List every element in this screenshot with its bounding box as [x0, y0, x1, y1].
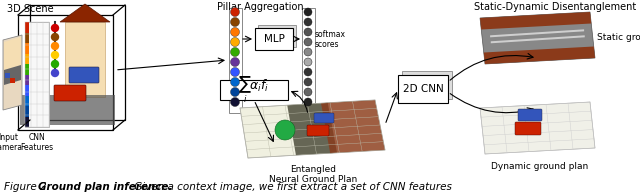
Circle shape: [304, 48, 312, 56]
Circle shape: [230, 17, 239, 27]
FancyBboxPatch shape: [25, 22, 29, 33]
Text: Entangled
Neural Ground Plan: Entangled Neural Ground Plan: [269, 165, 357, 184]
Circle shape: [230, 57, 239, 67]
Circle shape: [230, 48, 239, 56]
Polygon shape: [491, 35, 585, 43]
Text: CNN
Features: CNN Features: [20, 133, 54, 152]
Circle shape: [304, 58, 312, 66]
Text: Input
Camera: Input Camera: [0, 133, 23, 152]
Circle shape: [304, 88, 312, 96]
FancyBboxPatch shape: [518, 109, 542, 121]
FancyBboxPatch shape: [220, 80, 288, 100]
FancyBboxPatch shape: [25, 33, 29, 43]
Polygon shape: [287, 103, 337, 155]
FancyBboxPatch shape: [54, 85, 86, 101]
Circle shape: [51, 24, 58, 31]
Text: Static-Dynamic Disentanglement: Static-Dynamic Disentanglement: [474, 2, 636, 12]
Circle shape: [51, 61, 58, 68]
Circle shape: [230, 98, 239, 107]
Text: Pillar Aggregation: Pillar Aggregation: [217, 2, 303, 12]
FancyBboxPatch shape: [25, 54, 29, 64]
Circle shape: [51, 69, 58, 76]
FancyBboxPatch shape: [25, 85, 29, 95]
Polygon shape: [480, 12, 595, 64]
Polygon shape: [4, 65, 21, 85]
Text: Figure 2:: Figure 2:: [4, 182, 53, 192]
Text: MLP: MLP: [264, 34, 284, 44]
Text: 2D CNN: 2D CNN: [403, 84, 444, 94]
FancyBboxPatch shape: [69, 67, 99, 83]
Circle shape: [230, 77, 239, 87]
Text: 3D Scene: 3D Scene: [6, 4, 53, 14]
Polygon shape: [484, 47, 595, 64]
FancyBboxPatch shape: [25, 95, 29, 106]
Circle shape: [304, 68, 312, 76]
Circle shape: [51, 51, 58, 59]
FancyBboxPatch shape: [65, 22, 105, 97]
FancyBboxPatch shape: [402, 71, 452, 99]
Polygon shape: [480, 12, 591, 29]
Circle shape: [304, 78, 312, 86]
FancyBboxPatch shape: [25, 106, 29, 117]
Polygon shape: [240, 100, 385, 158]
Text: Dynamic ground plan: Dynamic ground plan: [492, 162, 589, 171]
FancyBboxPatch shape: [314, 113, 334, 123]
FancyBboxPatch shape: [25, 22, 49, 127]
Text: softmax
scores: softmax scores: [315, 30, 346, 49]
FancyBboxPatch shape: [25, 64, 29, 74]
Text: Static ground plan: Static ground plan: [597, 34, 640, 42]
FancyBboxPatch shape: [25, 43, 29, 54]
Circle shape: [304, 28, 312, 36]
Circle shape: [51, 34, 58, 41]
FancyBboxPatch shape: [515, 122, 541, 135]
Polygon shape: [4, 37, 21, 70]
Circle shape: [304, 38, 312, 46]
Circle shape: [230, 37, 239, 47]
Text: Ground plan inference.: Ground plan inference.: [38, 182, 172, 192]
Circle shape: [230, 68, 239, 76]
Circle shape: [230, 28, 239, 36]
FancyBboxPatch shape: [5, 73, 10, 78]
Circle shape: [230, 8, 239, 16]
Polygon shape: [490, 29, 584, 37]
Polygon shape: [20, 95, 115, 125]
Circle shape: [275, 120, 295, 140]
FancyBboxPatch shape: [25, 74, 29, 85]
Circle shape: [304, 8, 312, 16]
Polygon shape: [321, 100, 385, 153]
Polygon shape: [60, 4, 110, 22]
Polygon shape: [3, 35, 22, 110]
Circle shape: [304, 18, 312, 26]
FancyBboxPatch shape: [25, 117, 29, 127]
Text: Given a context image, we first extract a set of CNN features: Given a context image, we first extract …: [131, 182, 452, 192]
FancyBboxPatch shape: [307, 125, 329, 136]
FancyBboxPatch shape: [258, 25, 296, 47]
FancyBboxPatch shape: [10, 78, 15, 83]
FancyBboxPatch shape: [255, 28, 293, 50]
Polygon shape: [480, 102, 595, 154]
Circle shape: [304, 98, 312, 106]
Circle shape: [230, 87, 239, 96]
Text: $\sum_i \alpha_i f_i$: $\sum_i \alpha_i f_i$: [239, 75, 269, 105]
Circle shape: [51, 42, 58, 49]
FancyBboxPatch shape: [398, 75, 448, 103]
